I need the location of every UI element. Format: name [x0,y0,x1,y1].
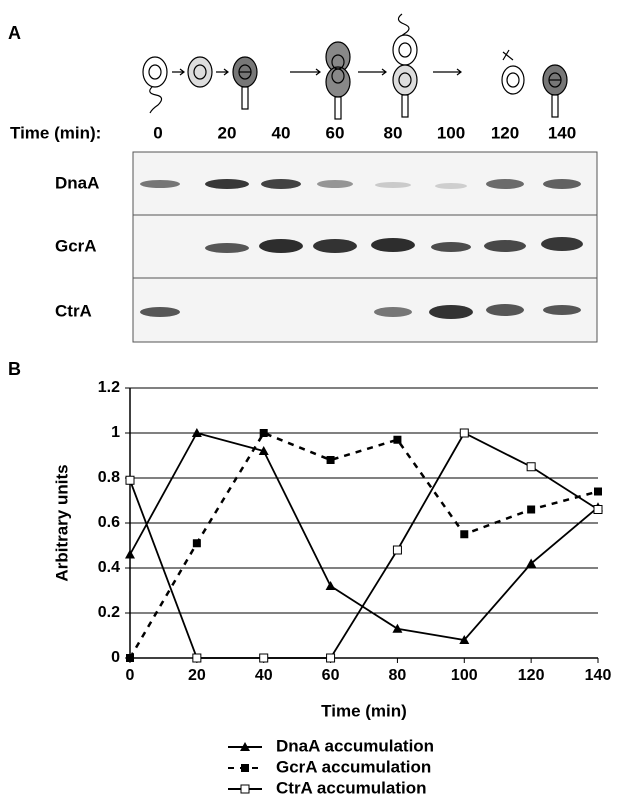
y-tick-label: 0.4 [98,559,120,576]
marker [594,487,602,496]
time-value: 60 [326,123,345,142]
y-tick-label: 0.2 [98,604,120,621]
series-line [128,431,599,659]
y-tick-label: 0.8 [98,469,120,486]
x-tick-label: 80 [389,667,407,684]
legend-label: DnaA accumulation [276,736,434,755]
time-value: 20 [218,123,237,142]
marker [459,428,469,438]
x-tick-label: 40 [255,667,273,684]
time-value: 40 [272,123,291,142]
y-tick-label: 0.6 [98,514,120,531]
time-value: 100 [437,123,465,142]
row-label: CtrA [55,301,92,320]
marker [526,558,537,568]
x-axis-label: Time (min) [321,701,407,720]
marker [126,654,134,662]
marker [392,545,402,555]
legend-marker [240,784,250,794]
marker [259,653,269,663]
time-value: 120 [491,123,519,142]
marker [125,549,135,559]
panel-label: B [8,359,21,379]
legend-marker [240,742,250,751]
x-tick-label: 120 [518,667,545,684]
legend-label: CtrA accumulation [276,778,427,797]
marker [527,505,536,514]
marker [326,456,335,464]
time-value: 80 [384,123,403,142]
time-value: 140 [548,123,576,142]
marker [459,635,470,644]
series-line [129,431,599,659]
legend-label: GcrA accumulation [276,757,431,776]
x-tick-label: 100 [451,667,478,684]
cell-cycle-diagram [142,13,568,120]
x-tick-label: 0 [126,667,135,684]
x-tick-label: 20 [188,667,206,684]
y-axis-label: Arbitrary units [52,464,71,581]
row-label: GcrA [55,236,97,255]
y-tick-label: 1 [111,424,120,441]
marker [259,429,268,437]
marker [460,530,469,539]
legend-marker [241,764,249,772]
row-label: DnaA [55,173,99,192]
time-label: Time (min): [10,123,101,142]
marker [325,581,336,590]
x-tick-label: 140 [585,667,612,684]
marker [526,462,536,472]
marker [192,539,201,548]
marker [593,505,603,514]
marker [258,446,269,455]
marker [326,653,336,663]
series-line [129,431,599,641]
x-tick-label: 60 [322,667,340,684]
marker [191,428,202,437]
marker [393,435,402,444]
panel-label: A [8,23,21,43]
marker [125,475,135,485]
marker [192,653,202,663]
marker [392,623,403,633]
blot [132,151,598,343]
y-tick-label: 1.2 [98,379,120,396]
y-tick-label: 0 [111,649,120,666]
time-value: 0 [153,123,162,142]
